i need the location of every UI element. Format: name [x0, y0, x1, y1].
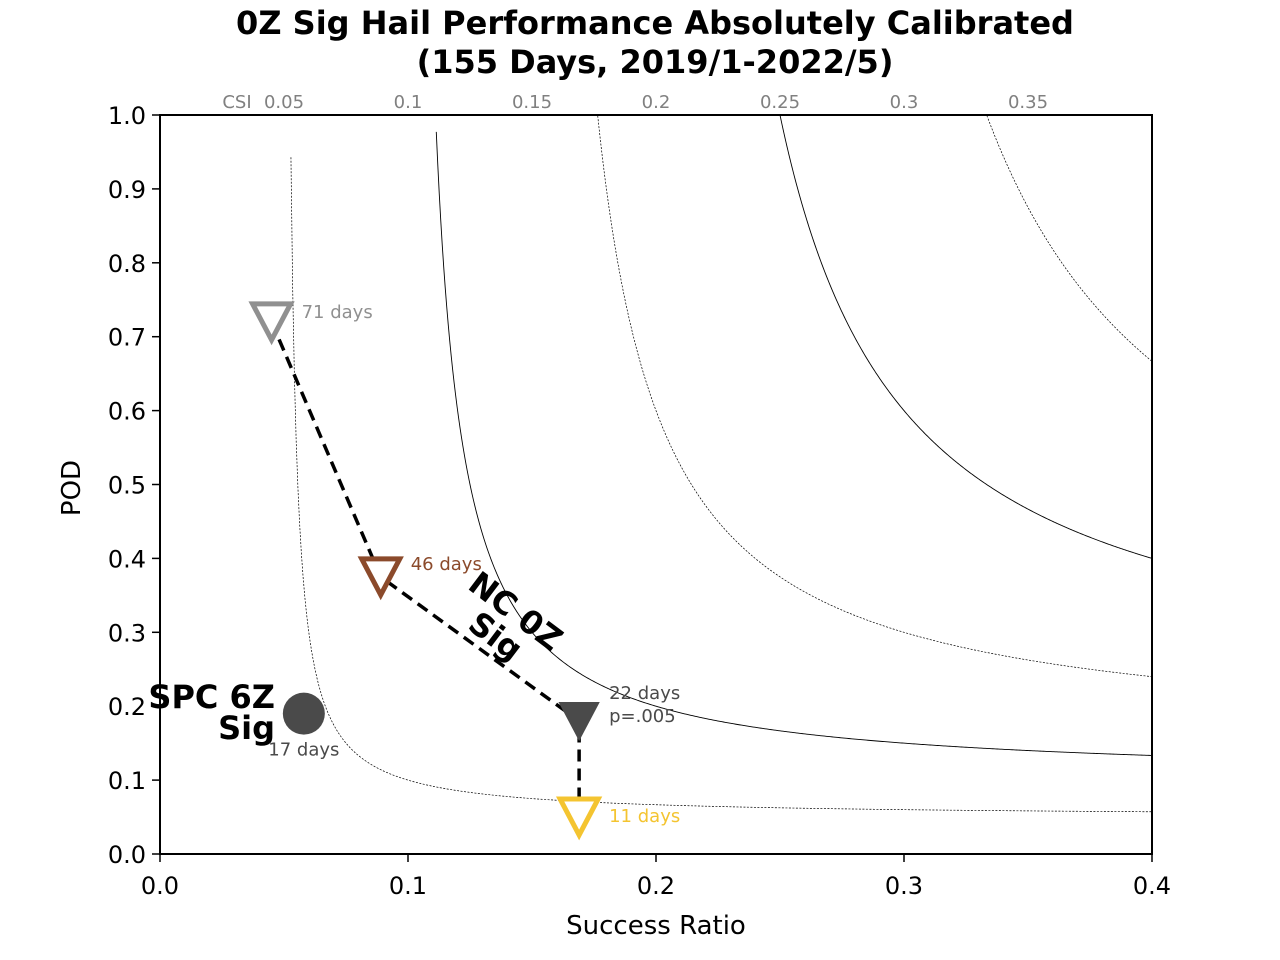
csi-contour-label: 0.1 [394, 92, 423, 113]
csi-contour-label: 0.2 [642, 92, 671, 113]
csi-prefix-label: CSI [222, 92, 251, 113]
y-tick-label: 0.5 [108, 472, 146, 500]
y-tick-label: 0.4 [108, 545, 146, 573]
csi-contours [290, 114, 1153, 813]
x-tick-label: 0.4 [1133, 872, 1171, 900]
chart-title-line1: 0Z Sig Hail Performance Absolutely Calib… [236, 4, 1074, 42]
csi-contour-0-1 [435, 131, 1153, 756]
x-tick-label: 0.2 [637, 872, 675, 900]
csi-contour-label: 0.3 [890, 92, 919, 113]
y-tick-label: 0.3 [108, 619, 146, 647]
spc-series-label-line1: SPC 6Z [148, 678, 275, 716]
y-tick-label: 0.6 [108, 398, 146, 426]
triangle-marker [357, 556, 404, 601]
csi-contour-0-15 [597, 115, 1153, 677]
series-lines [269, 321, 581, 818]
y-tick-label: 0.0 [108, 841, 146, 869]
x-tick-label: 0.1 [389, 872, 427, 900]
point-label-secondary: p=.005 [609, 706, 676, 727]
y-axis-ticks: 0.0 0.1 0.2 0.3 0.4 0.5 0.6 0.7 0.8 0.9 1.0 [108, 102, 160, 869]
x-tick-label: 0.0 [141, 872, 179, 900]
csi-contour-0-2 [779, 114, 1153, 559]
spc-series-label-line2: Sig [218, 709, 275, 747]
csi-contour-label: 0.25 [760, 92, 800, 113]
triangle-marker [248, 301, 295, 346]
point-label: 11 days [609, 806, 680, 827]
circle-marker [282, 692, 325, 735]
y-tick-label: 0.2 [108, 693, 146, 721]
triangle-marker [555, 796, 603, 841]
csi-contour-0-05 [290, 157, 1153, 813]
csi-contour-label: 0.05 [264, 92, 304, 113]
x-tick-label: 0.3 [885, 872, 923, 900]
point-label: 71 days [302, 302, 373, 323]
chart-title-line2: (155 Days, 2019/1-2022/5) [417, 43, 894, 81]
y-tick-label: 0.1 [108, 767, 146, 795]
csi-contour-label: 0.15 [512, 92, 552, 113]
csi-contour-label: 0.35 [1008, 92, 1048, 113]
y-tick-label: 0.9 [108, 176, 146, 204]
csi-labels: CSI 0.05 0.1 0.15 0.2 0.25 0.3 0.35 [222, 92, 1048, 113]
point-label: 17 days [268, 740, 339, 761]
y-tick-label: 0.8 [108, 250, 146, 278]
csi-contour-0-25 [986, 115, 1153, 362]
x-axis-label: Success Ratio [566, 911, 746, 941]
y-tick-label: 0.7 [108, 324, 146, 352]
triangle-marker [558, 701, 600, 742]
point-label: 22 days [609, 683, 680, 704]
y-axis-label: POD [57, 460, 87, 516]
series-line [269, 321, 581, 818]
point-label: 46 days [411, 554, 482, 575]
y-tick-label: 1.0 [108, 102, 146, 130]
series-markers [248, 301, 603, 841]
x-axis-ticks: 0.0 0.1 0.2 0.3 0.4 [141, 854, 1171, 900]
